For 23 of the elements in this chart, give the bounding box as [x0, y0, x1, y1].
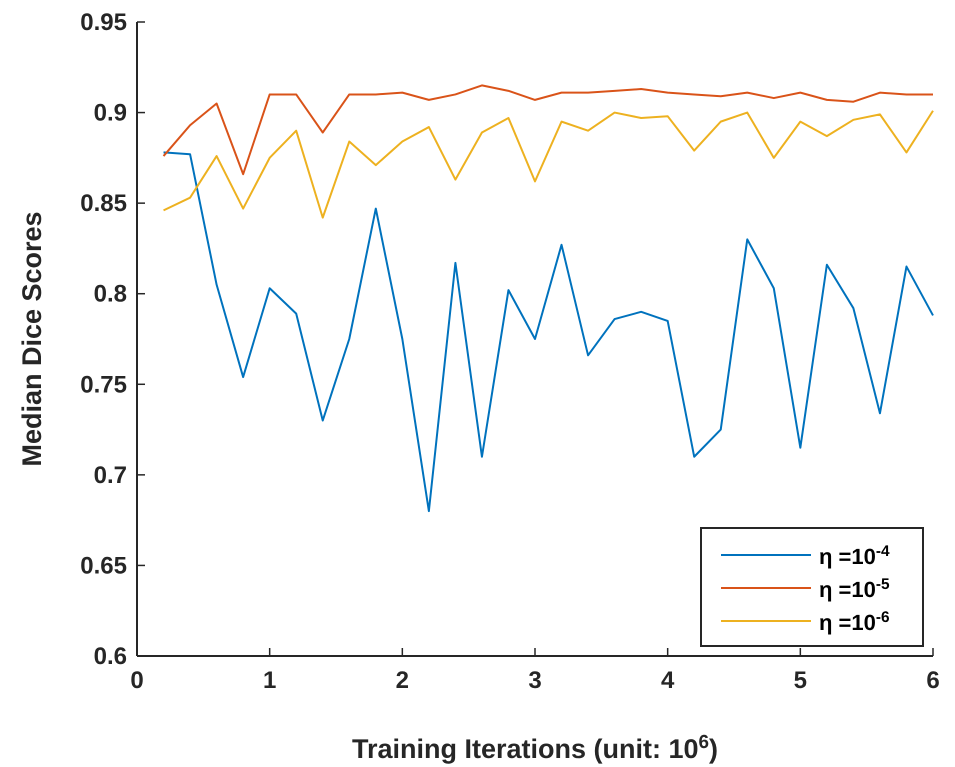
- legend-label: η =10$^{-6}$: [819, 608, 890, 635]
- y-tick-label: 0.95: [80, 9, 127, 36]
- line-series: [162, 84, 934, 176]
- x-axis-title: Training Iterations (unit: 10$^{6}$): [352, 732, 718, 764]
- x-tick-label: 2: [396, 667, 410, 694]
- y-tick-label: 0.65: [80, 552, 127, 580]
- y-axis-title: Median Dice Scores: [17, 211, 47, 467]
- x-tick-label: 3: [528, 667, 542, 694]
- y-tick-label: 0.75: [80, 371, 127, 398]
- x-tick-label: 4: [660, 667, 675, 694]
- x-tick-label: 6: [926, 667, 940, 694]
- line-series: [162, 151, 934, 512]
- x-tick-label: 5: [794, 667, 808, 694]
- y-tick-label: 0.7: [94, 462, 127, 489]
- legend-label: η =10$^{-5}$: [819, 576, 890, 602]
- x-tick-label: 1: [262, 667, 276, 694]
- x-tick-label: 0: [130, 667, 144, 694]
- line-series: [162, 110, 934, 219]
- legend-label: η =10$^{-4}$: [819, 542, 890, 569]
- y-tick-label: 0.6: [94, 643, 127, 670]
- y-tick-label: 0.8: [94, 280, 127, 308]
- y-tick-label: 0.85: [80, 190, 127, 218]
- y-tick-label: 0.9: [94, 100, 127, 127]
